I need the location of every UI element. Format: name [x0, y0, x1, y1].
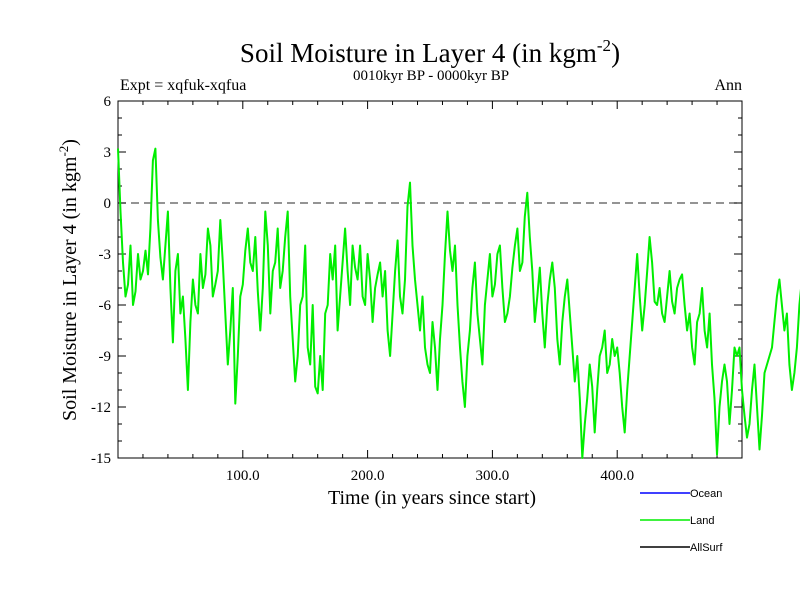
y-tick-label: -12 [91, 400, 111, 416]
plot-frame [117, 100, 743, 459]
y-axis-label: Soil Moisture in Layer 4 (in kgm-2) [56, 139, 81, 421]
y-tick-label: -6 [99, 298, 112, 314]
legend: Ocean Land AllSurf [640, 488, 723, 554]
x-tick-label: 300.0 [476, 468, 510, 484]
x-tick-label: 200.0 [351, 468, 385, 484]
y-tick-label: 6 [104, 94, 112, 110]
x-tick-label: 400.0 [600, 468, 634, 484]
y-tick-label: -15 [91, 451, 111, 467]
y-tick-label: 0 [104, 196, 112, 212]
legend-label-land: Land [690, 515, 714, 527]
chart-subtitle: 0010kyr BP - 0000kyr BP [353, 68, 509, 84]
axis-ticks: 100.0 200.0 300.0 400.0 6 3 0 -3 -6 -9 -12 -15 [91, 94, 742, 484]
x-axis-label: Time (in years since start) [328, 487, 536, 509]
legend-label-allsurf: AllSurf [690, 542, 723, 554]
chart-title: Soil Moisture in Layer 4 (in kgm-2) [240, 36, 620, 68]
experiment-label: Expt = xqfuk-xqfua [120, 77, 246, 94]
x-tick-label: 100.0 [226, 468, 260, 484]
y-tick-label: -9 [99, 349, 112, 365]
series-land-line [117, 147, 800, 459]
legend-item-land: Land [640, 515, 714, 527]
y-tick-label: 3 [104, 145, 112, 161]
season-label: Ann [714, 77, 742, 94]
legend-label-ocean: Ocean [690, 488, 722, 500]
legend-item-allsurf: AllSurf [640, 542, 723, 554]
legend-item-ocean: Ocean [640, 488, 722, 500]
y-tick-label: -3 [99, 247, 112, 263]
